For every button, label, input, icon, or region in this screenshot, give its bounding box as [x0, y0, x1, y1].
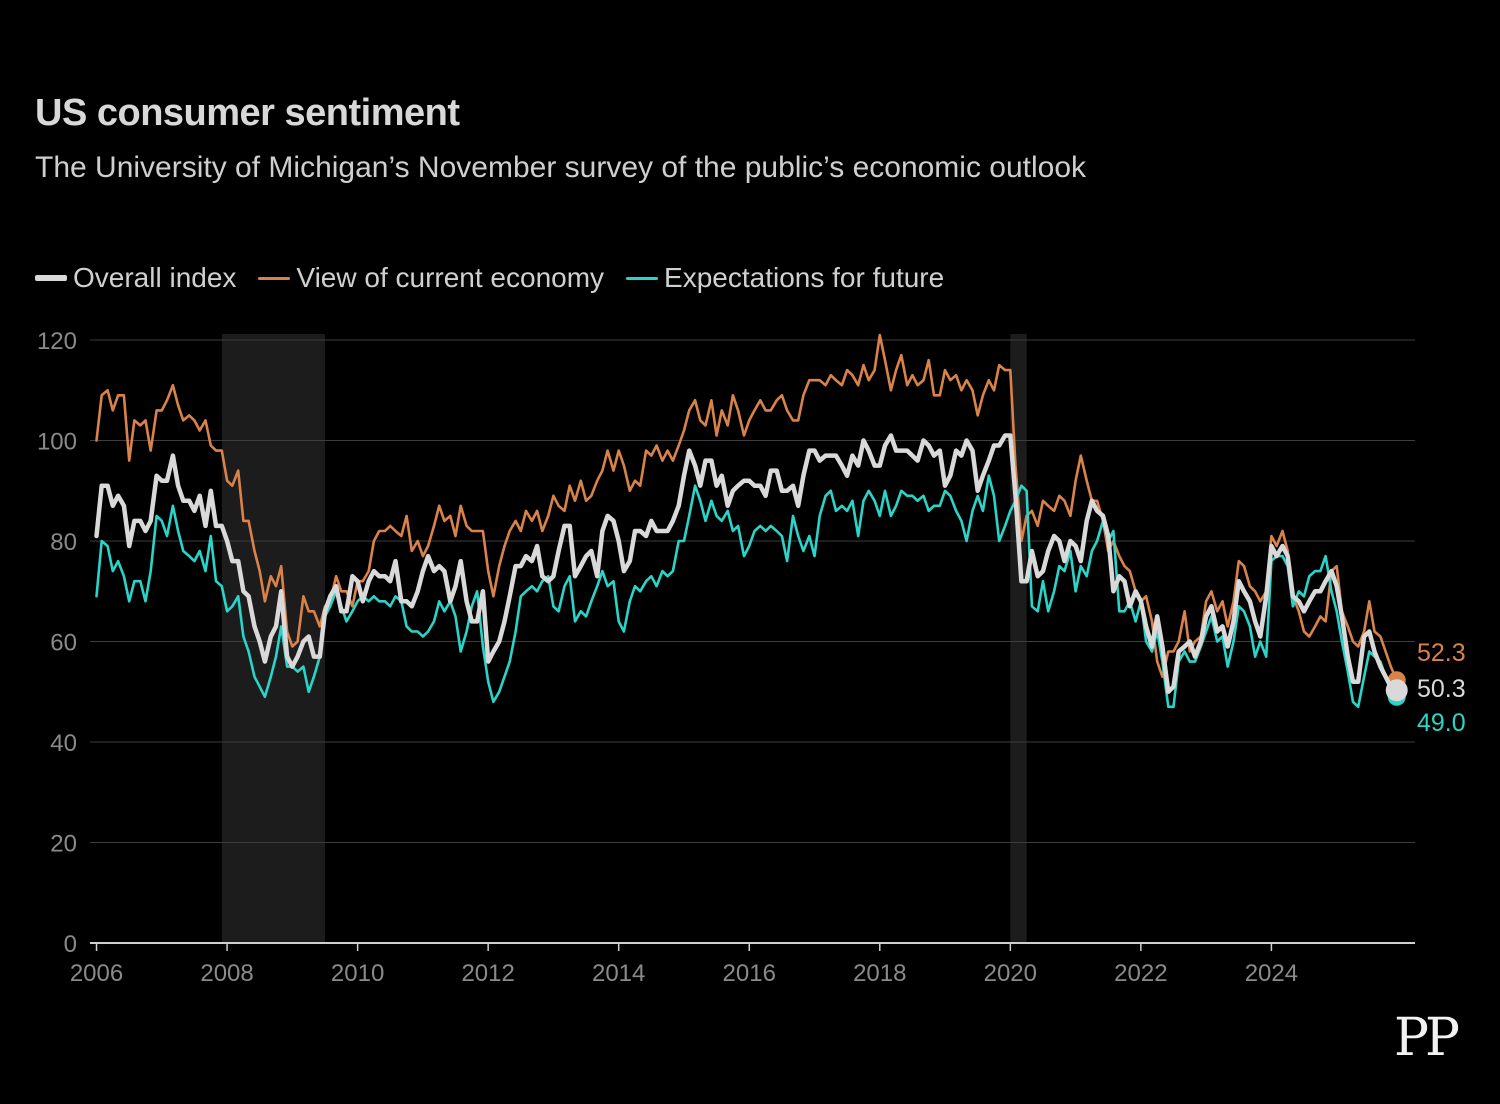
x-tick-label-2022: 2022 — [1114, 960, 1167, 987]
labels-layer: 0 20 40 60 80 100 120 2006 2008 2010 2012 2014 2016 2… — [37, 328, 1466, 987]
publisher-logo: PP — [1394, 1008, 1460, 1068]
x-tick-label-2016: 2016 — [723, 960, 776, 987]
x-tick-label-2012: 2012 — [461, 960, 514, 987]
series-line-overall-index — [94, 433, 1399, 695]
x-tick-label-2020: 2020 — [984, 960, 1037, 987]
legend-label-current: View of current economy — [296, 262, 605, 293]
x-tick-label-2014: 2014 — [592, 960, 645, 987]
y-tick-label-40: 40 — [50, 730, 77, 757]
y-tick-label-100: 100 — [37, 429, 77, 456]
legend-item-overall: Overall index — [35, 262, 236, 294]
end-label-expectations-for-future: 49.0 — [1417, 709, 1466, 737]
end-label-view-of-current-economy: 52.3 — [1417, 639, 1466, 667]
y-tick-label-80: 80 — [50, 529, 77, 556]
y-tick-label-120: 120 — [37, 328, 77, 355]
x-tick-label-2018: 2018 — [853, 960, 906, 987]
chart-title: US consumer sentiment — [35, 92, 460, 134]
y-tick-label-20: 20 — [50, 831, 77, 858]
series-line-view-of-current-economy — [95, 333, 1398, 682]
x-tick-label-2006: 2006 — [70, 960, 123, 987]
recession-shading-layer — [221, 334, 1027, 943]
end-point-overall-index — [1385, 679, 1408, 702]
x-tick-label-2024: 2024 — [1245, 960, 1298, 987]
y-tick-label-60: 60 — [50, 630, 77, 657]
x-tick-label-2010: 2010 — [331, 960, 384, 987]
legend-item-current: View of current economy — [258, 262, 604, 294]
chart-subtitle: The University of Michigan’s November su… — [35, 151, 1087, 184]
end-label-overall-index: 50.3 — [1417, 675, 1466, 703]
legend-swatch-overall — [35, 275, 67, 281]
legend-swatch-current — [258, 276, 291, 280]
legend-label-expectations: Expectations for future — [664, 262, 945, 293]
series-layer — [94, 333, 1408, 709]
legend-item-expectations: Expectations for future — [626, 262, 944, 294]
legend: Overall index View of current economy Ex… — [35, 262, 966, 294]
legend-label-overall: Overall index — [73, 262, 237, 293]
x-tick-label-2008: 2008 — [200, 960, 253, 987]
y-tick-label-0: 0 — [64, 931, 77, 958]
legend-swatch-expectations — [626, 276, 659, 280]
